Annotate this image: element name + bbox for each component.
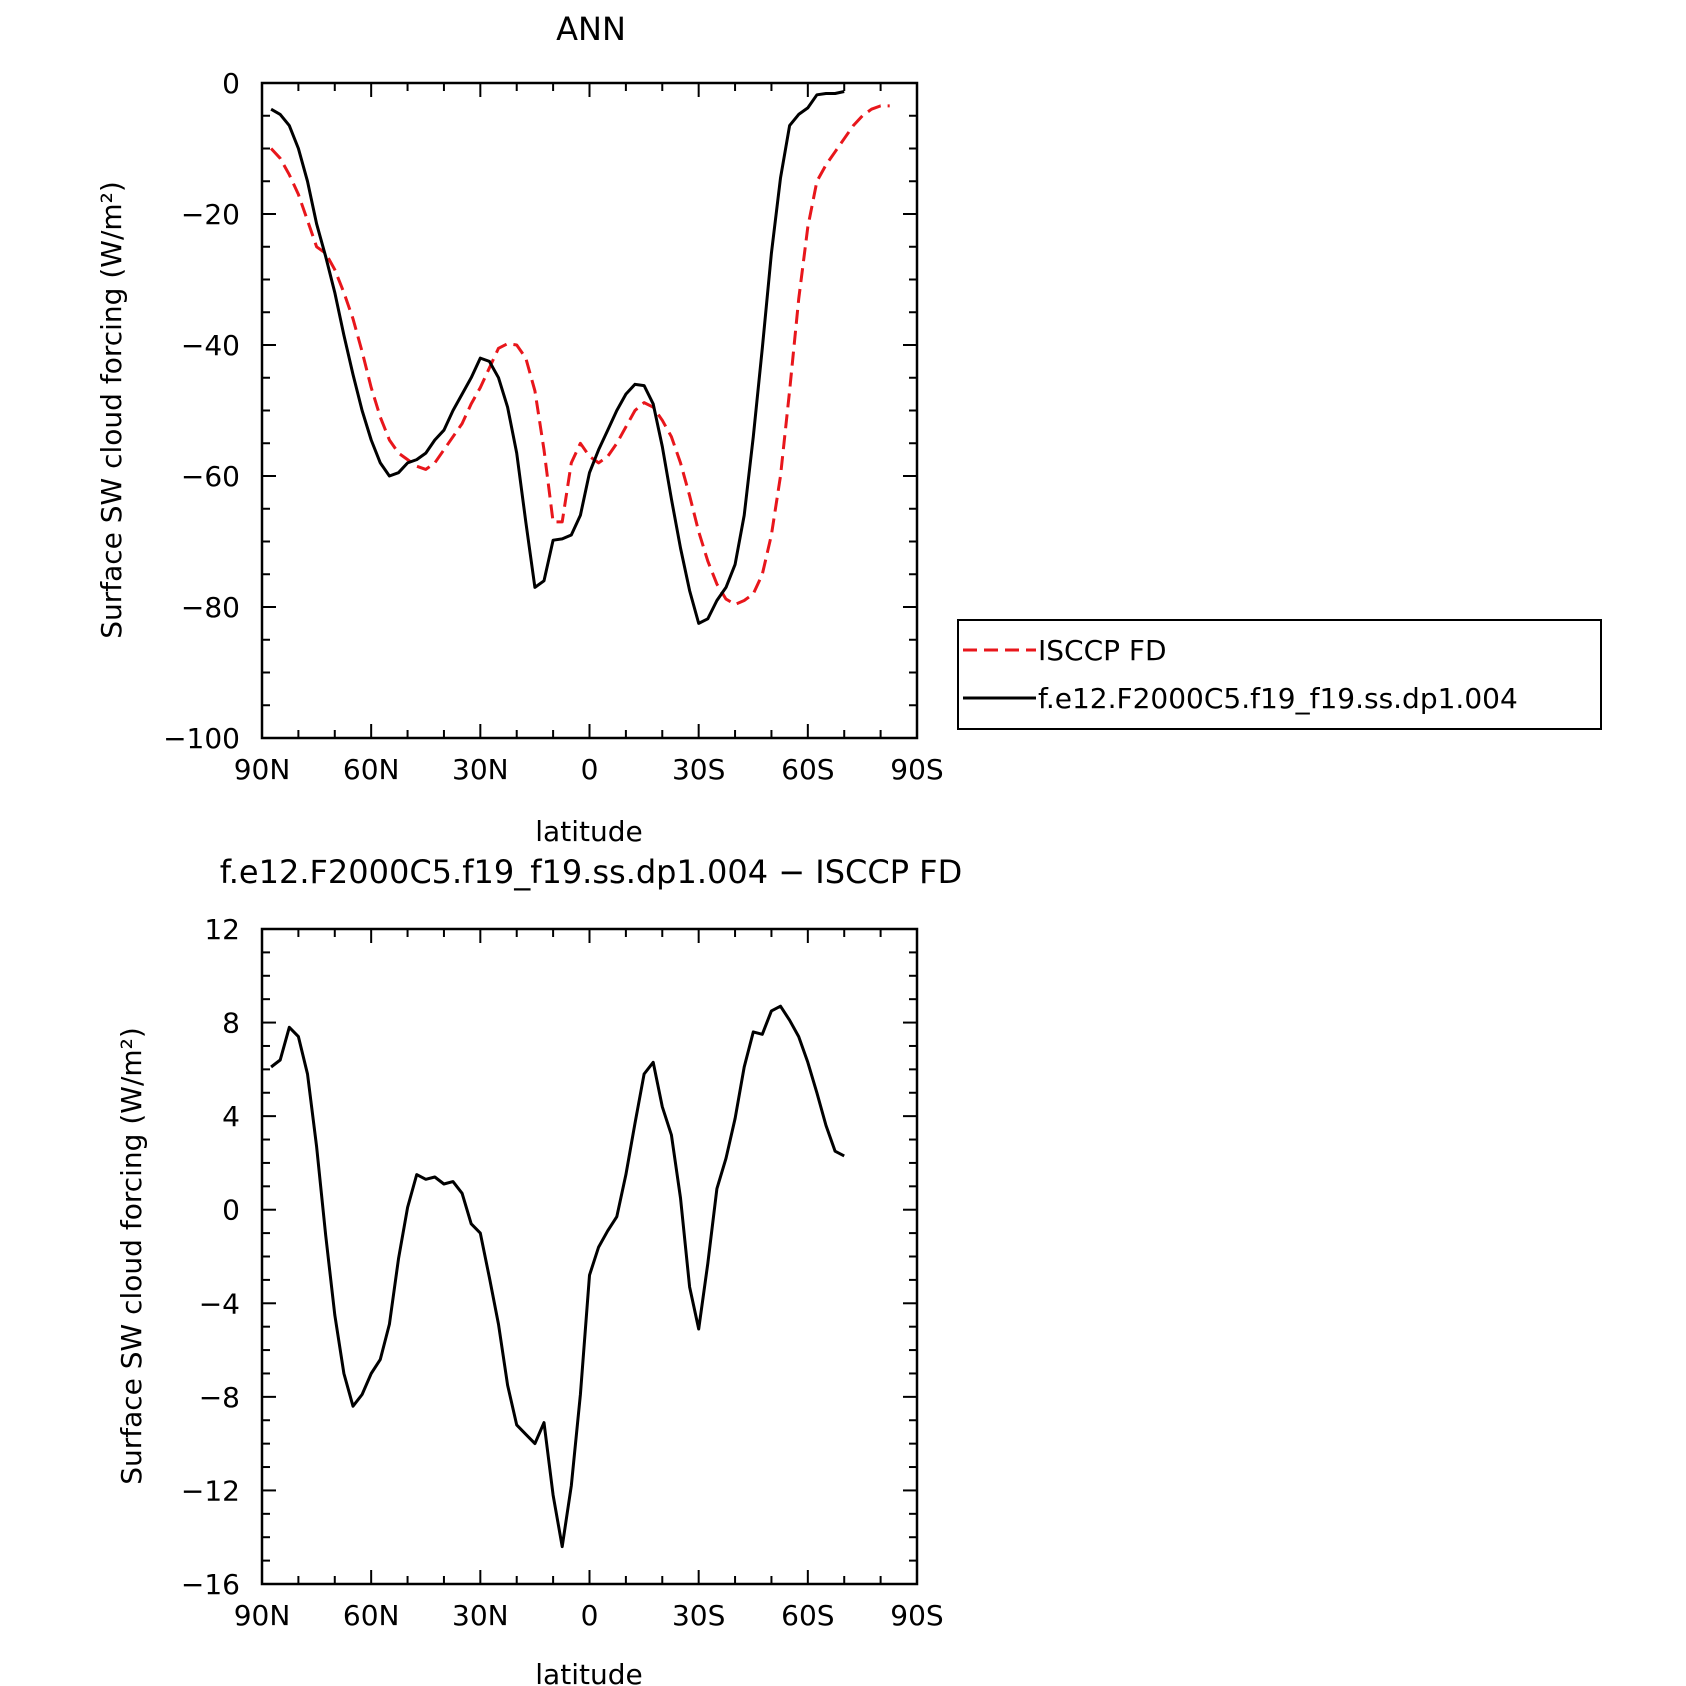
x-tick-label: 90N: [234, 753, 291, 786]
y-tick-label: −80: [181, 591, 240, 624]
y-tick-label: 0: [222, 1194, 240, 1227]
x-tick-label: 90S: [890, 753, 943, 786]
y-tick-label: 0: [222, 67, 240, 100]
y-tick-label: −60: [181, 460, 240, 493]
top-plot-frame: [260, 81, 919, 740]
bottom-chart-title: f.e12.F2000C5.f19_f19.ss.dp1.004 − ISCCP…: [220, 853, 962, 891]
top-panel: ANN 90N 60N 30N 0 30S 60S 90S 0 −20 −40 −60 −80 −100…: [95, 10, 1602, 848]
x-tick-label: 0: [581, 1599, 599, 1632]
legend-label-model: f.e12.F2000C5.f19_f19.ss.dp1.004: [1038, 682, 1518, 715]
y-tick-label: 12: [204, 913, 240, 946]
bottom-axis-ticks: [261, 928, 918, 1585]
bottom-plot-frame: [260, 927, 919, 1586]
bottom-tick-labels: 90N 60N 30N 0 30S 60S 90S 12 8 4 0 −4 −8 −12 −16: [181, 913, 944, 1632]
bottom-series-group: [270, 1004, 845, 1549]
series-line-model: [270, 90, 845, 625]
series-line-isccp: [270, 104, 890, 606]
x-tick-label: 90S: [890, 1599, 943, 1632]
x-tick-label: 90N: [234, 1599, 291, 1632]
y-tick-label: −16: [181, 1568, 240, 1601]
y-tick-label: −12: [181, 1474, 240, 1507]
bottom-panel: f.e12.F2000C5.f19_f19.ss.dp1.004 − ISCCP…: [115, 853, 962, 1686]
top-y-axis-label: Surface SW cloud forcing (W/m²): [95, 181, 128, 639]
x-tick-label: 60S: [781, 1599, 834, 1632]
legend: ISCCP FD f.e12.F2000C5.f19_f19.ss.dp1.00…: [957, 619, 1602, 730]
top-chart-title: ANN: [556, 10, 626, 48]
x-tick-label: 60N: [343, 753, 400, 786]
x-tick-label: 0: [581, 753, 599, 786]
x-tick-label: 60S: [781, 753, 834, 786]
x-tick-label: 60N: [343, 1599, 400, 1632]
y-tick-label: 4: [222, 1100, 240, 1133]
series-line-difference: [270, 1004, 845, 1549]
legend-box: [957, 619, 1602, 730]
y-tick-label: −40: [181, 329, 240, 362]
y-tick-label: 8: [222, 1007, 240, 1040]
bottom-y-axis-label: Surface SW cloud forcing (W/m²): [115, 1027, 148, 1485]
bottom-x-axis-label: latitude: [535, 1658, 642, 1686]
top-tick-labels: 90N 60N 30N 0 30S 60S 90S 0 −20 −40 −60 −80 −100: [163, 67, 944, 786]
top-x-axis-label: latitude: [535, 815, 642, 848]
x-tick-label: 30N: [452, 753, 509, 786]
x-tick-label: 30S: [672, 1599, 725, 1632]
x-tick-label: 30S: [672, 753, 725, 786]
top-axis-ticks: [261, 82, 918, 739]
top-series-group: [270, 90, 890, 625]
y-tick-label: −20: [181, 198, 240, 231]
y-tick-label: −8: [199, 1381, 240, 1414]
y-tick-label: −4: [199, 1287, 240, 1320]
y-tick-label: −100: [163, 722, 240, 755]
legend-label-isccp: ISCCP FD: [1038, 634, 1167, 667]
x-tick-label: 30N: [452, 1599, 509, 1632]
